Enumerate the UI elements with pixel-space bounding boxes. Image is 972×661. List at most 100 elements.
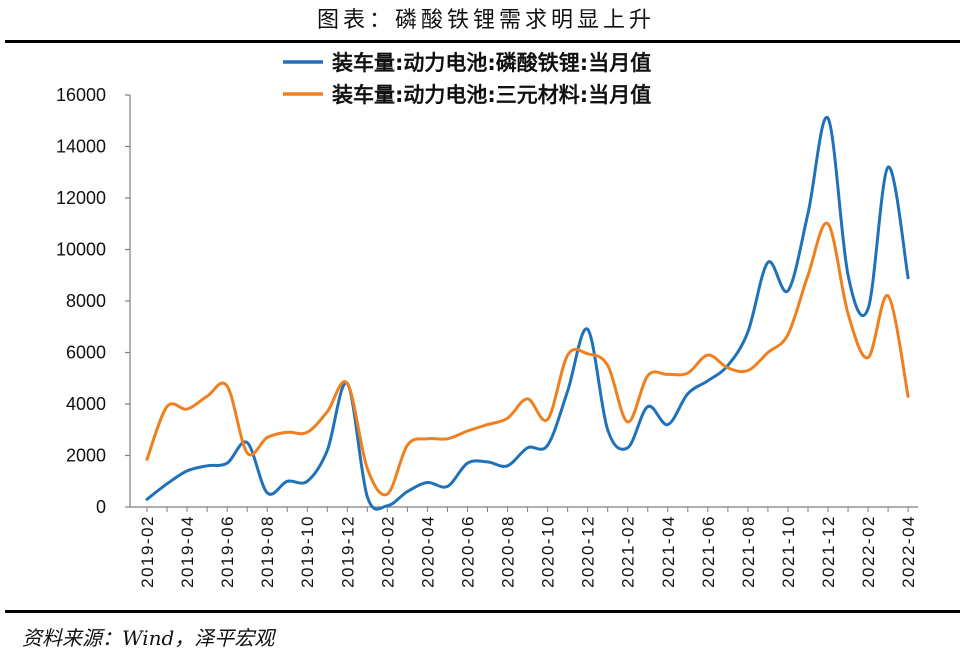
series-2-line [145, 221, 910, 497]
series-1-point [525, 445, 530, 450]
series-1-point [265, 490, 270, 495]
series-1-point [605, 427, 610, 432]
legend-label: 装车量:动力电池:三元材料:当月值 [332, 83, 651, 107]
series-1-point [886, 165, 891, 170]
x-tick-label: 2019-04 [178, 515, 197, 588]
series-1-point [205, 463, 210, 468]
series-2-point [185, 407, 190, 412]
x-axis-ticks: 2019-02 2019-04 2019-06 2019-08 2019-10 2019-… [138, 507, 918, 588]
y-tick-label: 12000 [56, 188, 106, 208]
source-note: 资料来源：Wind，泽平宏观 [22, 626, 275, 650]
x-tick-label: 2019-06 [218, 515, 237, 588]
series-1-point [285, 479, 290, 484]
series-2-point [485, 422, 490, 427]
series-1-point [866, 306, 871, 311]
series-2-point [906, 394, 911, 399]
series-2-point [285, 430, 290, 435]
series-1-point [565, 389, 570, 394]
x-tick-label: 2021-08 [739, 515, 758, 588]
series-2-point [505, 416, 510, 421]
series-1-point [145, 497, 150, 502]
x-tick-label: 2019-02 [138, 515, 157, 588]
legend-item: 装车量:动力电池:三元材料:当月值 [283, 83, 651, 107]
y-tick-label: 4000 [66, 394, 106, 414]
series-2-point [605, 363, 610, 368]
series-1-point [225, 461, 230, 466]
series-2-point [806, 273, 811, 278]
series-1-point [645, 404, 650, 409]
series-1-point [745, 329, 750, 334]
series-1-point [806, 211, 811, 216]
series-2-point [165, 404, 170, 409]
y-tick-label: 2000 [66, 446, 106, 466]
series-1-point [665, 422, 670, 427]
series-2-point [545, 417, 550, 422]
x-tick-label: 2021-04 [659, 515, 678, 588]
x-tick-label: 2020-08 [499, 515, 518, 588]
series-2-point [365, 466, 370, 471]
legend-label: 装车量:动力电池:磷酸铁锂:当月值 [332, 51, 651, 75]
series-1-point [185, 468, 190, 473]
series-1-point [625, 445, 630, 450]
series-1-point [305, 479, 310, 484]
series-1-point [365, 494, 370, 499]
x-tick-label: 2019-08 [258, 515, 277, 588]
y-axis-ticks: 0 2000 4000 6000 8000 10000 12000 14000 16000 [56, 85, 130, 517]
series-1-point [405, 489, 410, 494]
x-tick-label: 2020-02 [378, 515, 397, 588]
series-2-point [225, 384, 230, 389]
series-2-point [645, 373, 650, 378]
series-2-point [145, 457, 150, 462]
series-1-point [685, 391, 690, 396]
series-2-point [405, 443, 410, 448]
series-1-point [245, 440, 250, 445]
series-1 [145, 115, 910, 511]
top-rule [5, 40, 960, 43]
series-1-point [826, 116, 831, 121]
y-tick-label: 8000 [66, 291, 106, 311]
x-tick-label: 2021-10 [779, 515, 798, 588]
y-tick-label: 0 [96, 497, 106, 517]
series-2-point [786, 332, 791, 337]
series-2-point [725, 365, 730, 370]
series-1-point [786, 288, 791, 293]
series-1-point [705, 378, 710, 383]
x-tick-label: 2021-12 [819, 515, 838, 588]
series-1-point [505, 463, 510, 468]
series-1-point [465, 461, 470, 466]
series-2-point [765, 350, 770, 355]
series-1-point [425, 480, 430, 485]
series-2-point [685, 371, 690, 376]
series-2-point [886, 293, 891, 298]
series-2-point [866, 355, 871, 360]
series-1-point [585, 327, 590, 332]
series-2-point [385, 492, 390, 497]
x-tick-label: 2021-02 [619, 515, 638, 588]
x-tick-label: 2020-06 [458, 515, 477, 588]
series-2-point [625, 420, 630, 425]
series-2-point [565, 353, 570, 358]
x-tick-label: 2019-10 [298, 515, 317, 588]
series-1-point [445, 484, 450, 489]
y-tick-label: 6000 [66, 343, 106, 363]
x-tick-label: 2020-04 [418, 515, 437, 588]
series-2-point [826, 221, 831, 226]
x-tick-label: 2019-12 [338, 515, 357, 588]
x-tick-label: 2020-10 [539, 515, 558, 588]
series-2-point [305, 430, 310, 435]
series-1-line [145, 115, 910, 511]
series-2-point [745, 368, 750, 373]
series-2-point [265, 435, 270, 440]
series-2-point [585, 351, 590, 356]
series-1-point [385, 503, 390, 508]
series-1-point [165, 481, 170, 486]
x-tick-label: 2022-02 [859, 515, 878, 588]
series-2-point [525, 396, 530, 401]
series-2-point [425, 436, 430, 441]
y-tick-label: 16000 [56, 85, 106, 105]
y-tick-label: 14000 [56, 137, 106, 157]
series-2-point [345, 381, 350, 386]
